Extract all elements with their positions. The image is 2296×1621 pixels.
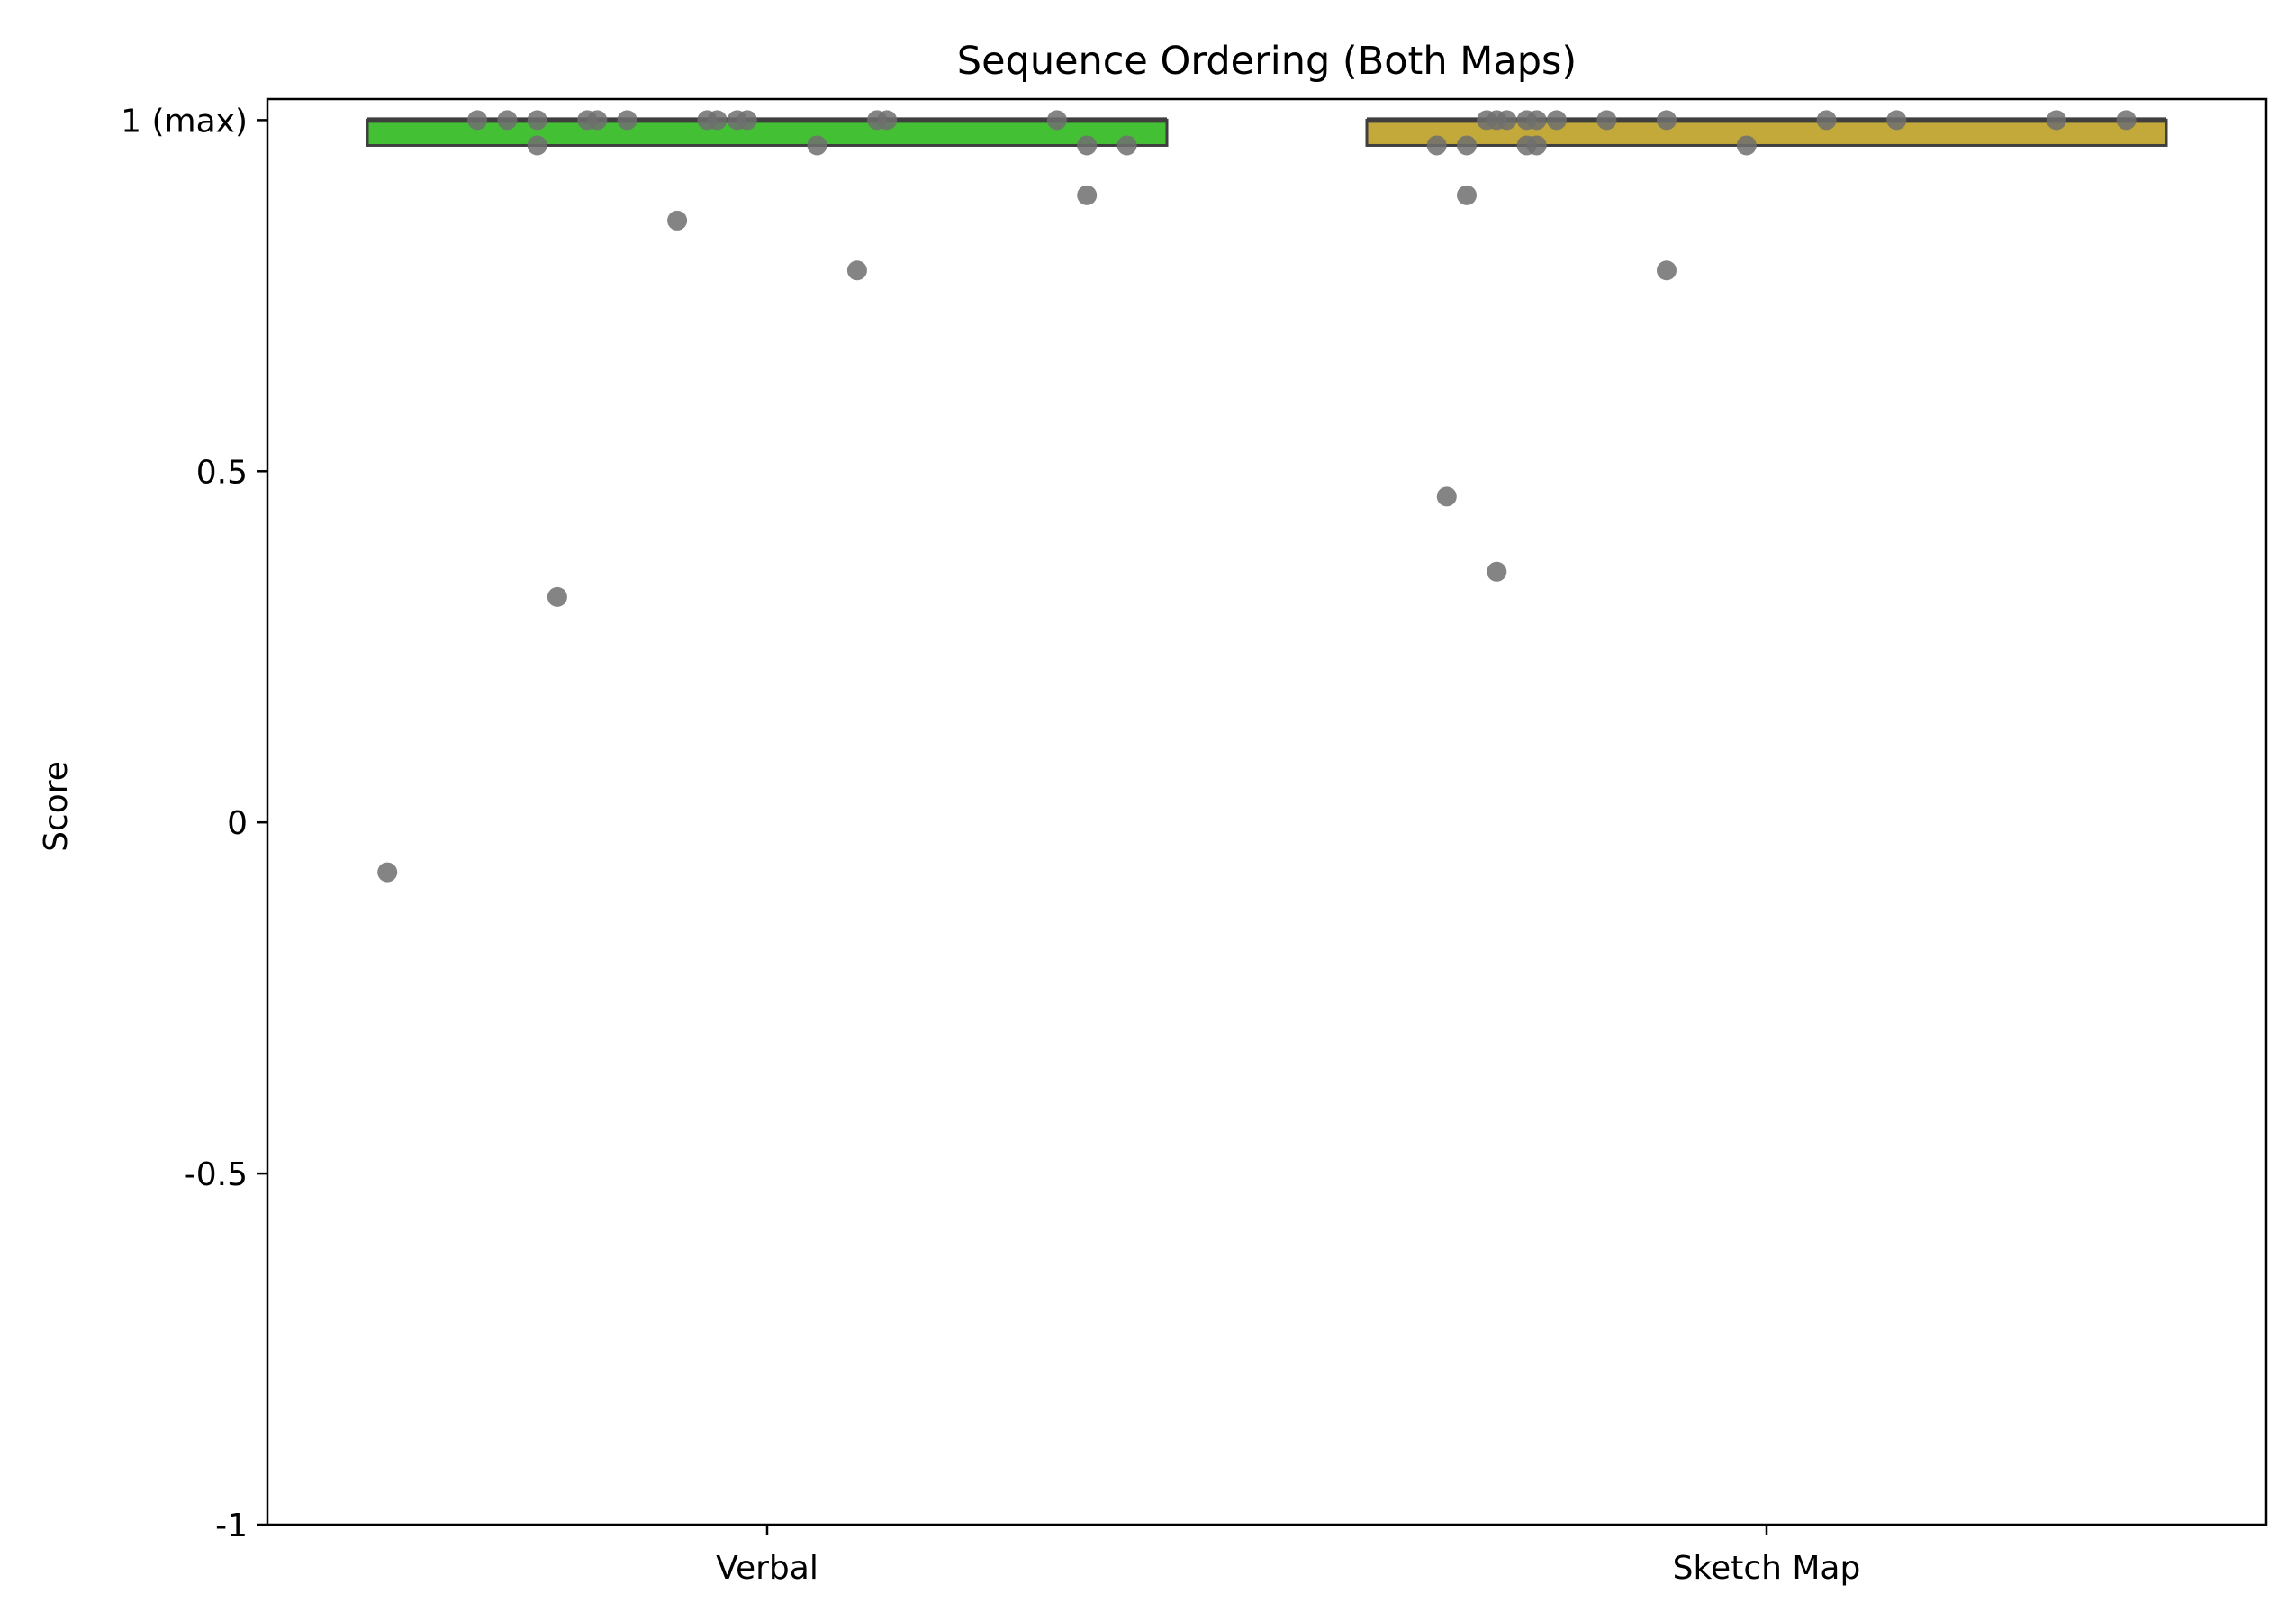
data-point xyxy=(1657,260,1677,281)
data-point xyxy=(1046,110,1067,131)
data-point xyxy=(667,210,688,231)
y-tick-label: -1 xyxy=(215,1508,248,1544)
data-point xyxy=(1526,135,1547,156)
x-tick-label: Sketch Map xyxy=(1673,1550,1861,1587)
data-point xyxy=(846,260,867,281)
data-point xyxy=(1457,135,1477,156)
y-axis-label: Score xyxy=(38,761,75,852)
x-axis-ticks: Verbal Sketch Map xyxy=(716,1525,1860,1587)
data-point xyxy=(1116,135,1137,156)
data-point xyxy=(1077,135,1098,156)
y-axis-ticks: 1 (max) 0.5 0 -0.5 -1 xyxy=(121,103,267,1544)
data-point xyxy=(807,135,827,156)
data-point xyxy=(527,135,547,156)
data-point xyxy=(1077,185,1098,205)
data-point xyxy=(497,110,518,131)
data-point xyxy=(877,110,898,131)
data-point xyxy=(2116,110,2137,131)
data-point xyxy=(737,110,757,131)
data-point xyxy=(467,110,488,131)
data-point xyxy=(2046,110,2066,131)
data-point xyxy=(1496,110,1517,131)
data-point xyxy=(1596,110,1617,131)
y-tick-label: 0.5 xyxy=(196,454,248,491)
x-tick-label: Verbal xyxy=(716,1550,818,1587)
data-point xyxy=(1886,110,1907,131)
data-point xyxy=(527,110,547,131)
data-point xyxy=(1657,110,1677,131)
data-point xyxy=(547,586,567,607)
y-tick-label: -0.5 xyxy=(185,1156,248,1193)
data-point xyxy=(1546,110,1567,131)
box-verbal xyxy=(366,118,1169,147)
axes-frame xyxy=(266,97,2268,1526)
data-point xyxy=(617,110,637,131)
data-point xyxy=(587,110,608,131)
data-point xyxy=(1457,185,1477,205)
y-tick-label: 0 xyxy=(227,805,248,842)
data-point xyxy=(707,110,728,131)
plot-area xyxy=(266,97,2268,1526)
data-point xyxy=(377,862,398,883)
data-point xyxy=(1436,486,1457,507)
data-point xyxy=(1426,135,1447,156)
data-point xyxy=(1487,561,1507,582)
y-tick-label: 1 (max) xyxy=(121,103,248,140)
data-point xyxy=(1736,135,1757,156)
chart-title: Sequence Ordering (Both Maps) xyxy=(957,39,1577,84)
data-point xyxy=(1526,110,1547,131)
data-point xyxy=(1816,110,1837,131)
